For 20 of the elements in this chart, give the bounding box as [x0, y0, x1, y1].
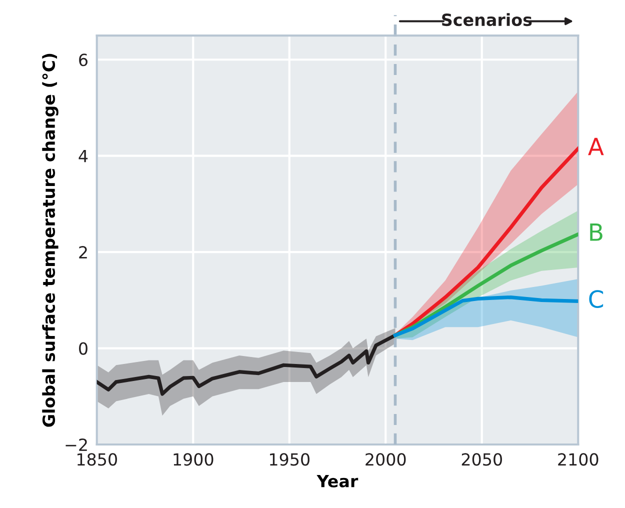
x-tick-label: 2100: [558, 453, 598, 466]
y-tick-label: 4: [78, 150, 88, 162]
series-label: C: [589, 290, 604, 308]
series-label: A: [588, 138, 604, 156]
y-tick-label: 6: [79, 54, 88, 66]
text: Scenarios: [442, 13, 532, 26]
x-tick-label: 2000: [366, 453, 406, 466]
x-tick-label: 1850: [77, 453, 117, 466]
line-series: [96, 333, 398, 396]
x-tick-label: 1900: [174, 453, 214, 466]
x-axis-title: Year: [316, 475, 358, 488]
line-series: [393, 295, 578, 338]
series-label: B: [590, 224, 602, 241]
y-tick-label: 2: [79, 246, 87, 258]
y-tick-label: −2: [66, 438, 87, 451]
line-series: [393, 146, 578, 338]
x-tick-label: 1950: [270, 453, 310, 466]
y-tick-label: 0: [79, 342, 88, 355]
x-tick-label: 2050: [462, 453, 502, 466]
y-axis-title: Global surface temperature change (°C): [42, 54, 58, 427]
